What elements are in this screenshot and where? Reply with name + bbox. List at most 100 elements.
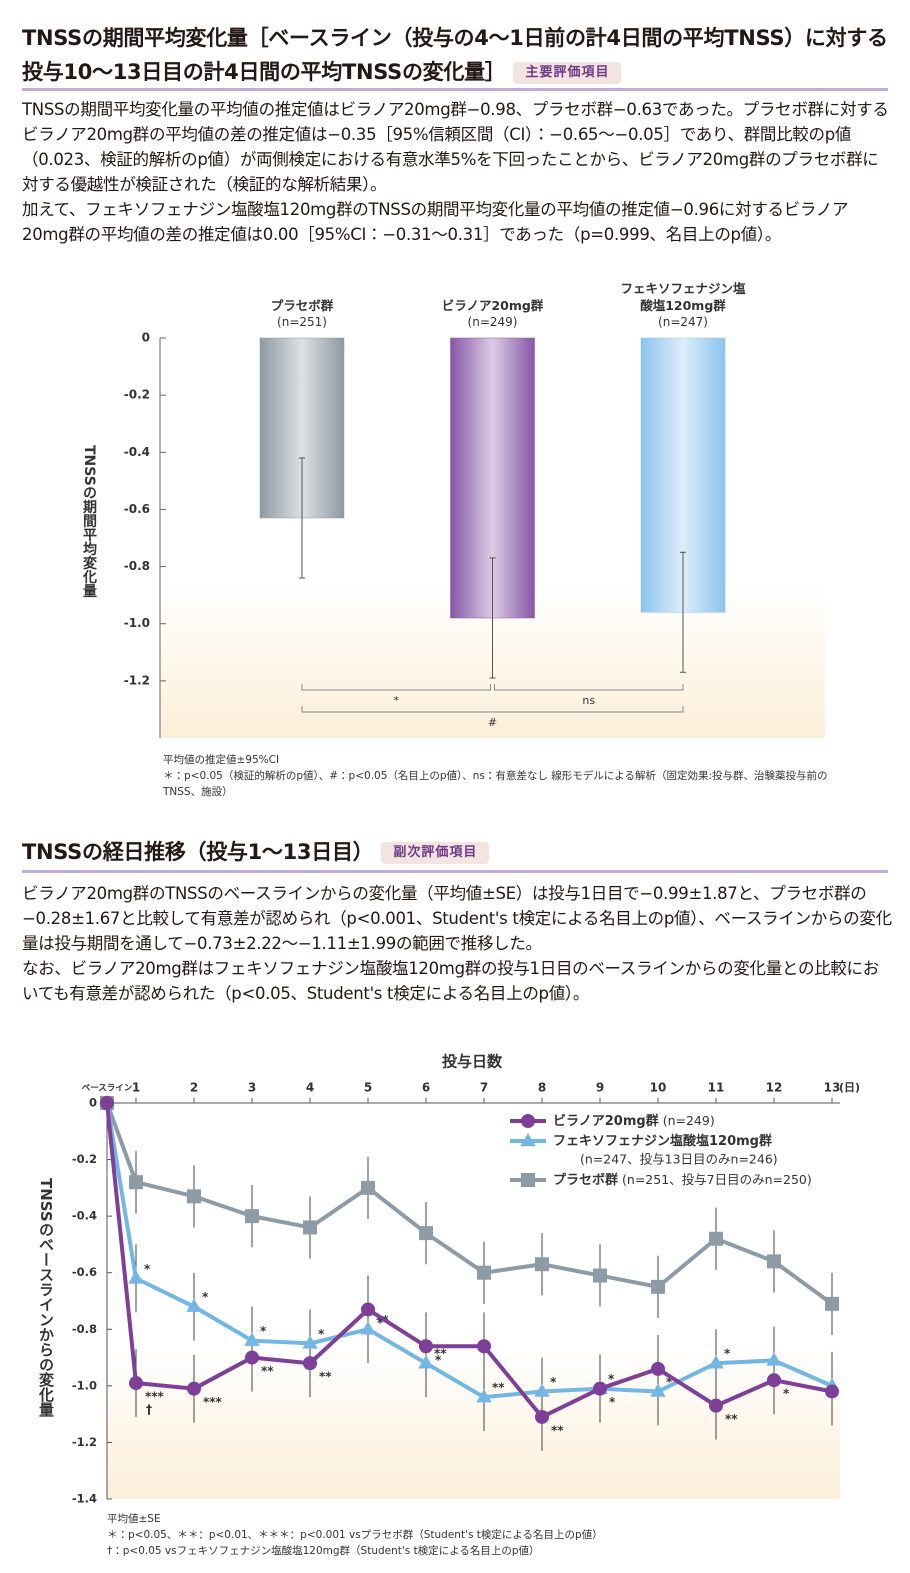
marker [709,1231,723,1246]
badge: 主要評価項目 [513,62,622,84]
y-tick-label: 0 [142,331,150,345]
bracket [301,706,684,713]
marker [477,1265,491,1280]
marker [477,1339,491,1354]
significance-label: * [609,1395,616,1409]
x-tick-label: 11 [708,1081,725,1095]
significance-label: ** [551,1423,564,1437]
significance-label: * [377,1316,384,1330]
marker [187,1189,201,1204]
significance-label: ** [261,1364,274,1378]
marker [708,1355,724,1369]
marker [651,1361,665,1376]
x-tick-label: 3 [248,1081,256,1095]
comparison-label: ns [582,694,595,707]
section-title: TNSSの経日推移（投与1～13日目） 副次評価項目 [22,835,892,869]
footnote: 平均値±SE [107,1513,161,1525]
x-tick-label: 4 [306,1081,314,1095]
y-tick-label: -0.2 [72,1152,97,1166]
footnotes: 平均値の推定値±95%CI ＊：p<0.05（検証的解析のp値）、#：p<0.05… [163,752,853,800]
legend-n: (n=249) [663,1113,715,1128]
y-tick-label: -0.4 [72,1209,97,1223]
marker [766,1352,782,1366]
legend-n: (n=251、投与7日目のみn=250) [622,1172,812,1187]
x-tick-label: 13 [824,1081,841,1095]
marker [418,1355,434,1369]
marker [129,1175,143,1190]
plot-background [107,1103,840,1499]
category-label: ビラノア20mg群 (n=249) [430,297,556,331]
legend-entry: ビラノア20mg群 (n=249) [553,1113,715,1129]
series-line [105,1102,833,1400]
marker [651,1279,665,1294]
category-name: ビラノア20mg群 [441,298,544,313]
footnote: †：p<0.05 vsフェキソフェナジン塩酸塩120mg群（Student's … [107,1545,540,1557]
significance-label: * [724,1347,731,1361]
legend-marker [521,1114,535,1128]
significance-label: * [550,1375,557,1389]
section-title: TNSSの期間平均変化量［ベースライン（投与の4～1日前の計4日間の平均TNSS… [22,21,892,89]
marker [100,1096,114,1110]
y-tick-label: -1.4 [72,1492,97,1506]
category-name: フェキソフェナジン塩酸塩120mg群 [620,281,746,313]
significance-label: * [318,1327,325,1341]
bracket [494,684,684,691]
x-tick-label: 10 [650,1081,667,1095]
category-label: プラセボ群 (n=251) [239,297,365,331]
y-tick-label: -0.2 [124,388,150,402]
significance-label: ** [725,1412,738,1426]
marker [825,1296,839,1311]
footnote: 平均値の推定値±95%CI [163,754,280,766]
marker [535,1409,549,1424]
x-tick-label: ベースライン [82,1084,133,1094]
y-tick-label: 0 [89,1096,97,1110]
marker [361,1302,375,1317]
marker [361,1180,375,1195]
significance-label: * [608,1372,615,1386]
significance-label: * [783,1387,790,1401]
x-tick-label: 12 [766,1081,783,1095]
marker [303,1220,317,1235]
x-tick-label: 1 [132,1081,140,1095]
n-label: (n=247) [658,315,708,329]
legend-name: ビラノア20mg群 [553,1113,659,1129]
footnotes: 平均値±SE ＊：p<0.05、＊＊：p<0.01、＊＊＊：p<0.001 vsプ… [107,1511,867,1559]
significance-label: * [144,1262,151,1276]
significance-label: † [146,1403,152,1417]
paragraph: 加えて、フェキソフェナジン塩酸塩120mg群のTNSSの期間平均変化量の平均値の… [22,200,849,244]
badge: 副次評価項目 [381,842,490,864]
marker [534,1383,550,1397]
marker [593,1268,607,1283]
y-axis-label: TNSSのベースラインからの変化量 [37,1178,55,1417]
legend-name: プラセボ群 [553,1172,618,1188]
marker [129,1376,143,1391]
y-tick-label: -0.6 [72,1265,97,1279]
rule [22,88,888,91]
marker [360,1321,376,1335]
n-label: (n=249) [467,315,518,329]
marker [476,1389,492,1403]
significance-label: * [202,1290,209,1304]
legend-n: (n=247、投与13日目のみn=246) [580,1152,778,1167]
significance-label: * [260,1324,267,1338]
marker [186,1298,202,1312]
y-tick-label: -1.0 [72,1378,97,1392]
bracket [301,684,491,691]
significance-label: * [666,1375,673,1389]
significance-label: *** [203,1395,223,1409]
significance-label: * [435,1353,442,1367]
significance-label: ** [319,1370,332,1384]
y-tick-label: -1.2 [72,1435,97,1449]
category-label: フェキソフェナジン塩酸塩120mg群 (n=247) [620,280,746,331]
paragraphs: TNSSの期間平均変化量の平均値の推定値はビラノア20mg群−0.98、プラセボ… [22,97,892,247]
paragraph: ビラノア20mg群のTNSSのベースラインからの変化量（平均値±SE）は投与1日… [22,884,892,953]
comparison-label: * [394,694,400,707]
marker [303,1356,317,1371]
x-unit: (日) [839,1081,860,1094]
legend-marker [521,1173,535,1187]
comparison-label: # [488,716,497,729]
marker [187,1381,201,1396]
paragraphs: ビラノア20mg群のTNSSのベースラインからの変化量（平均値±SE）は投与1日… [22,881,892,1006]
marker [245,1209,259,1224]
